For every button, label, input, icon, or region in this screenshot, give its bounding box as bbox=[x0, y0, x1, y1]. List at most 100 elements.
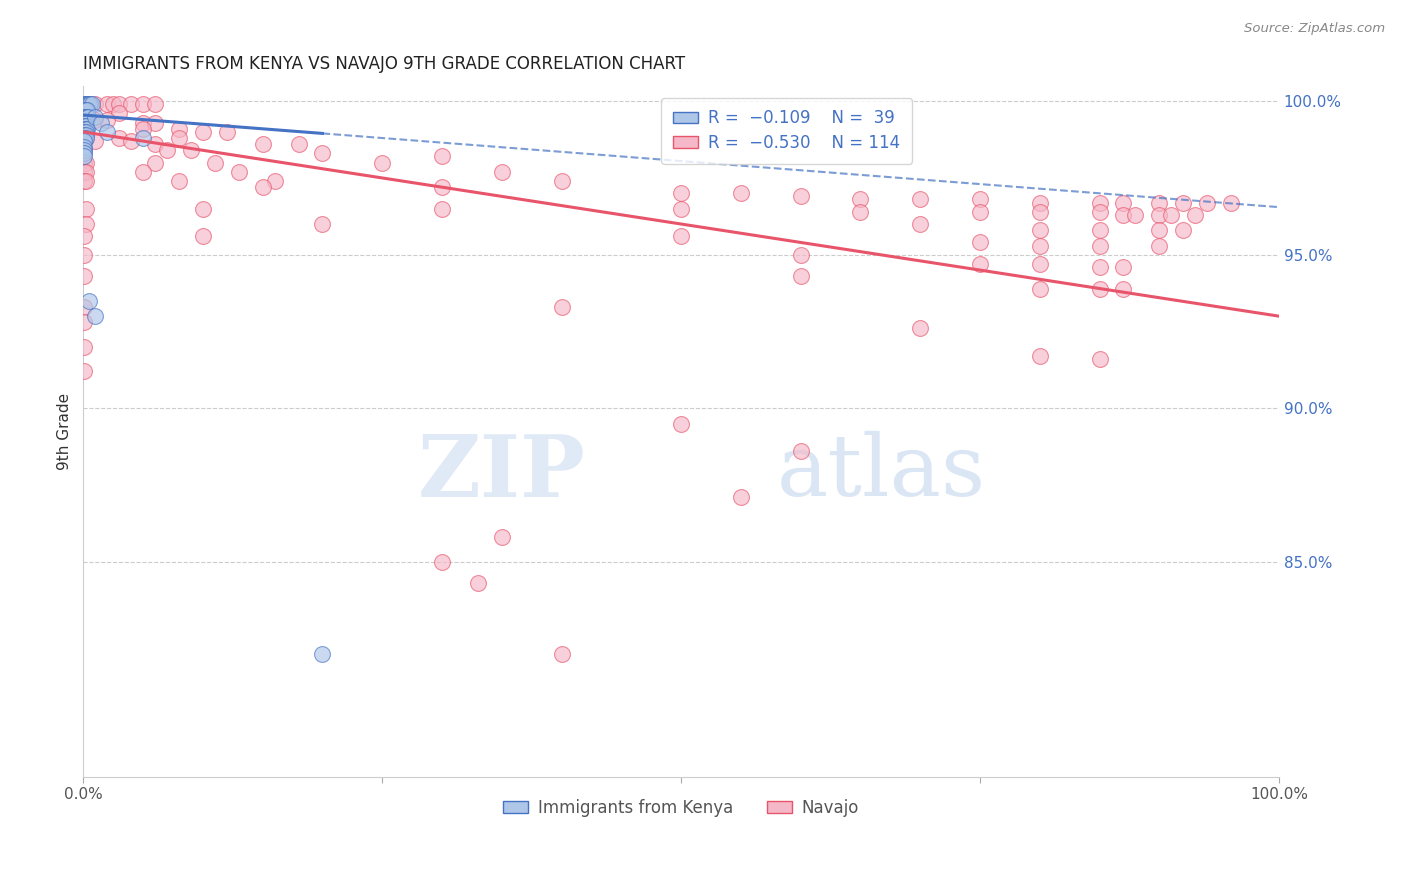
Point bbox=[120, 134, 142, 148]
Point bbox=[84, 110, 107, 124]
Point bbox=[969, 193, 991, 207]
Point bbox=[311, 146, 333, 161]
Point bbox=[143, 155, 166, 169]
Point bbox=[77, 97, 100, 112]
Point bbox=[77, 97, 100, 112]
Point bbox=[1029, 195, 1052, 210]
Point bbox=[75, 110, 97, 124]
Point bbox=[143, 97, 166, 112]
Point bbox=[73, 131, 96, 145]
Point bbox=[76, 97, 98, 112]
Point bbox=[73, 174, 96, 188]
Point bbox=[73, 315, 96, 329]
Point bbox=[120, 97, 142, 112]
Point bbox=[789, 444, 811, 458]
Point bbox=[1149, 208, 1171, 222]
Point bbox=[73, 300, 96, 314]
Point bbox=[73, 128, 96, 142]
Point bbox=[430, 180, 453, 194]
Point bbox=[73, 119, 96, 133]
Point bbox=[73, 165, 96, 179]
Point bbox=[910, 217, 932, 231]
Point bbox=[96, 112, 118, 127]
Point bbox=[75, 155, 97, 169]
Point bbox=[75, 128, 97, 142]
Point bbox=[430, 202, 453, 216]
Point bbox=[73, 146, 96, 161]
Point bbox=[84, 112, 107, 127]
Point bbox=[467, 576, 489, 591]
Point bbox=[73, 340, 96, 354]
Point bbox=[75, 116, 97, 130]
Point bbox=[1088, 223, 1111, 237]
Point bbox=[191, 125, 214, 139]
Point bbox=[430, 555, 453, 569]
Point bbox=[76, 103, 98, 118]
Point bbox=[108, 106, 131, 120]
Text: ZIP: ZIP bbox=[418, 431, 585, 515]
Point bbox=[1149, 238, 1171, 252]
Point bbox=[73, 144, 96, 158]
Point bbox=[228, 165, 250, 179]
Point bbox=[789, 248, 811, 262]
Point bbox=[101, 97, 124, 112]
Point bbox=[73, 97, 96, 112]
Point bbox=[969, 204, 991, 219]
Point bbox=[84, 134, 107, 148]
Point bbox=[73, 106, 96, 120]
Point bbox=[84, 97, 107, 112]
Point bbox=[550, 647, 572, 661]
Point bbox=[75, 165, 97, 179]
Point bbox=[132, 116, 155, 130]
Point bbox=[789, 269, 811, 284]
Point bbox=[167, 131, 190, 145]
Point bbox=[73, 248, 96, 262]
Point bbox=[77, 293, 100, 308]
Legend: Immigrants from Kenya, Navajo: Immigrants from Kenya, Navajo bbox=[496, 792, 866, 824]
Point bbox=[73, 125, 96, 139]
Point bbox=[75, 131, 97, 145]
Point bbox=[1029, 223, 1052, 237]
Point bbox=[77, 97, 100, 112]
Point bbox=[73, 112, 96, 127]
Point bbox=[80, 97, 103, 112]
Point bbox=[73, 140, 96, 154]
Point bbox=[730, 186, 752, 201]
Point bbox=[789, 189, 811, 203]
Point bbox=[849, 193, 872, 207]
Y-axis label: 9th Grade: 9th Grade bbox=[58, 392, 72, 470]
Point bbox=[76, 110, 98, 124]
Point bbox=[910, 193, 932, 207]
Point bbox=[143, 137, 166, 152]
Point bbox=[1197, 195, 1219, 210]
Point bbox=[1160, 208, 1182, 222]
Point bbox=[132, 131, 155, 145]
Point bbox=[90, 116, 112, 130]
Point bbox=[1112, 208, 1135, 222]
Point bbox=[75, 103, 97, 118]
Point bbox=[669, 229, 692, 244]
Point bbox=[73, 121, 96, 136]
Point bbox=[371, 155, 394, 169]
Text: atlas: atlas bbox=[776, 431, 986, 515]
Point bbox=[1088, 238, 1111, 252]
Point bbox=[1112, 260, 1135, 274]
Point bbox=[75, 121, 97, 136]
Point bbox=[75, 119, 97, 133]
Point bbox=[1029, 281, 1052, 295]
Point bbox=[75, 106, 97, 120]
Point bbox=[73, 116, 96, 130]
Point bbox=[143, 116, 166, 130]
Point bbox=[76, 121, 98, 136]
Point bbox=[1088, 281, 1111, 295]
Point bbox=[730, 491, 752, 505]
Point bbox=[73, 103, 96, 118]
Point bbox=[910, 321, 932, 335]
Point bbox=[73, 144, 96, 158]
Text: Source: ZipAtlas.com: Source: ZipAtlas.com bbox=[1244, 22, 1385, 36]
Point bbox=[204, 155, 226, 169]
Point bbox=[84, 309, 107, 323]
Point bbox=[969, 235, 991, 250]
Point bbox=[191, 202, 214, 216]
Point bbox=[263, 174, 285, 188]
